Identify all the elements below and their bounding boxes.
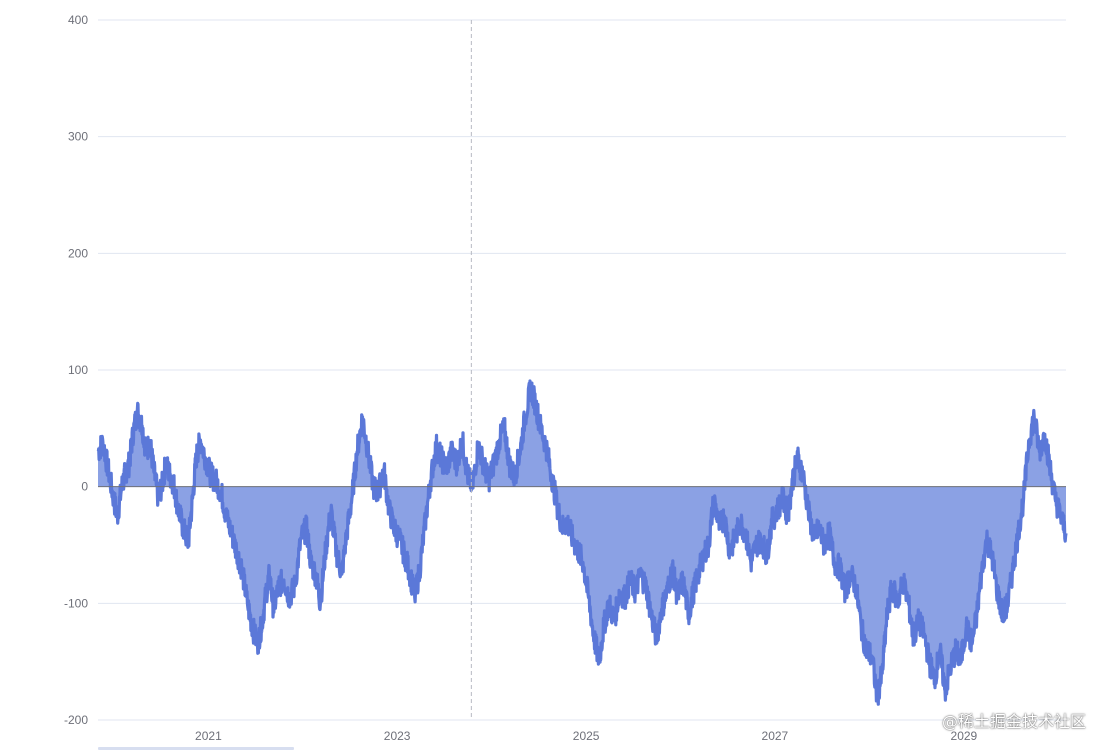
series-line <box>96 379 1068 706</box>
watermark-text: @稀土掘金技术社区 <box>941 712 1086 731</box>
x-tick-label: 2027 <box>762 729 789 743</box>
y-tick-label: 300 <box>68 130 88 144</box>
zoom-slider-track[interactable] <box>98 747 294 750</box>
x-tick-label: 2025 <box>573 729 600 743</box>
x-tick-label: 2021 <box>195 729 222 743</box>
y-tick-label: 0 <box>81 480 88 494</box>
area-layer <box>96 379 1068 706</box>
x-tick-label: 2023 <box>384 729 411 743</box>
y-tick-label: 400 <box>68 13 88 27</box>
x-axis-ticks: 2021 2023 2025 2027 2029 <box>195 729 977 743</box>
y-tick-label: 100 <box>68 363 88 377</box>
y-axis-ticks: 400 300 200 100 0 -100 -200 <box>64 13 88 727</box>
series-area <box>98 381 1066 705</box>
x-tick-label: 2029 <box>951 729 978 743</box>
y-tick-label: 200 <box>68 246 88 260</box>
y-tick-label: -100 <box>64 596 88 610</box>
y-tick-label: -200 <box>64 713 88 727</box>
